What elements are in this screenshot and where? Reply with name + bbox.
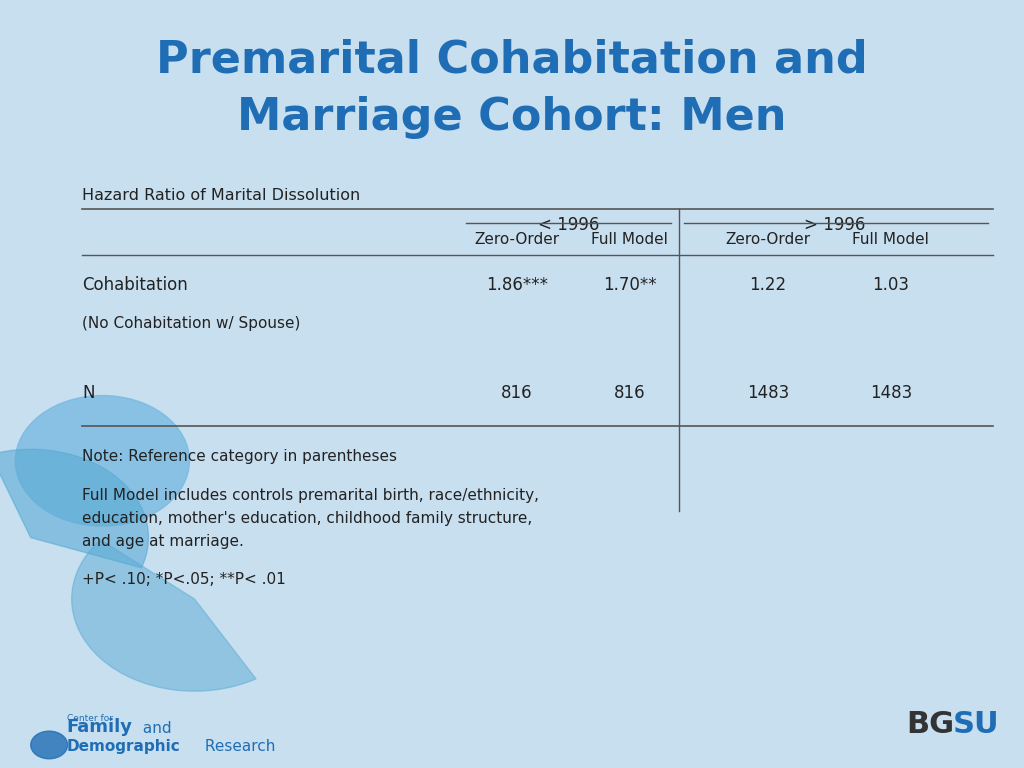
Text: 1.22: 1.22 xyxy=(750,276,786,294)
Text: Zero-Order: Zero-Order xyxy=(474,232,560,247)
Circle shape xyxy=(31,731,68,759)
Text: Premarital Cohabitation and: Premarital Cohabitation and xyxy=(156,38,868,81)
Wedge shape xyxy=(72,540,256,691)
Text: 816: 816 xyxy=(502,384,532,402)
Text: Center for: Center for xyxy=(67,714,113,723)
Circle shape xyxy=(15,396,189,526)
Text: Zero-Order: Zero-Order xyxy=(725,232,811,247)
Text: Research: Research xyxy=(200,739,275,754)
Text: Marriage Cohort: Men: Marriage Cohort: Men xyxy=(238,96,786,139)
Text: N: N xyxy=(82,384,94,402)
Text: Full Model: Full Model xyxy=(852,232,930,247)
Text: Full Model includes controls premarital birth, race/ethnicity,: Full Model includes controls premarital … xyxy=(82,488,539,503)
Text: Family: Family xyxy=(67,718,132,736)
Text: 1483: 1483 xyxy=(869,384,912,402)
Text: +P< .10; *P<.05; **P< .01: +P< .10; *P<.05; **P< .01 xyxy=(82,572,286,588)
Text: 816: 816 xyxy=(614,384,645,402)
Text: 1483: 1483 xyxy=(746,384,790,402)
Text: < 1996: < 1996 xyxy=(538,216,599,233)
Text: 1.70**: 1.70** xyxy=(603,276,656,294)
Text: > 1996: > 1996 xyxy=(804,216,865,233)
Text: SU: SU xyxy=(952,710,999,739)
Text: BG: BG xyxy=(906,710,954,739)
Text: 1.03: 1.03 xyxy=(872,276,909,294)
Text: and age at marriage.: and age at marriage. xyxy=(82,534,244,549)
Text: Demographic: Demographic xyxy=(67,739,180,754)
Text: (No Cohabitation w/ Spouse): (No Cohabitation w/ Spouse) xyxy=(82,316,300,332)
Text: 1.86***: 1.86*** xyxy=(486,276,548,294)
Text: Full Model: Full Model xyxy=(591,232,669,247)
Text: Hazard Ratio of Marital Dissolution: Hazard Ratio of Marital Dissolution xyxy=(82,188,360,204)
Text: education, mother's education, childhood family structure,: education, mother's education, childhood… xyxy=(82,511,532,526)
Text: Cohabitation: Cohabitation xyxy=(82,276,187,294)
Text: Note: Reference category in parentheses: Note: Reference category in parentheses xyxy=(82,449,397,465)
Wedge shape xyxy=(0,449,148,568)
Text: and: and xyxy=(138,720,172,736)
